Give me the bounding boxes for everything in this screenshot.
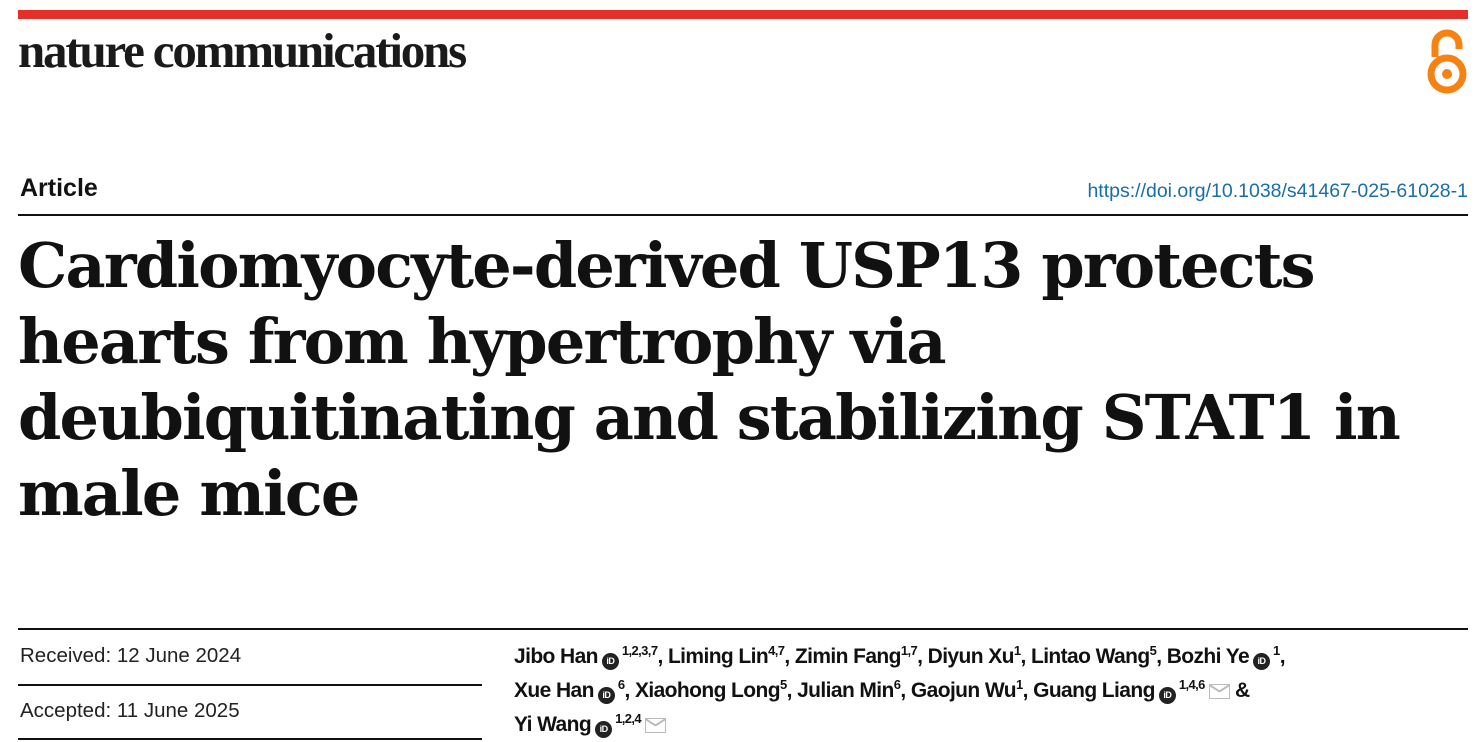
author-name[interactable]: Yi Wang bbox=[514, 713, 592, 736]
email-icon[interactable] bbox=[645, 718, 666, 733]
affiliation-numbers: 1 bbox=[1013, 643, 1021, 658]
divider bbox=[18, 738, 482, 740]
author-separator: , bbox=[1022, 679, 1034, 702]
affiliation-numbers: 5 bbox=[779, 677, 787, 692]
doi-link[interactable]: https://doi.org/10.1038/s41467-025-61028… bbox=[1087, 180, 1468, 202]
author: Julian Min6 bbox=[797, 677, 901, 702]
author-separator: , bbox=[657, 645, 668, 668]
author-name[interactable]: Gaojun Wu bbox=[910, 679, 1017, 702]
author-list: Jibo Han iD1,2,3,7, Liming Lin4,7, Zimin … bbox=[514, 640, 1464, 742]
author: Jibo Han iD1,2,3,7 bbox=[514, 643, 658, 670]
affiliation-numbers: 6 bbox=[893, 677, 901, 692]
author-separator: , bbox=[1279, 645, 1286, 668]
affiliation-numbers: 6 bbox=[617, 677, 625, 692]
author-name[interactable]: Jibo Han bbox=[514, 645, 598, 668]
author-name[interactable]: Zimin Fang bbox=[794, 645, 902, 668]
affiliation-numbers: 1,4,6 bbox=[1178, 677, 1206, 692]
author-separator: , bbox=[786, 679, 798, 702]
author-name[interactable]: Guang Liang bbox=[1033, 679, 1155, 702]
orcid-icon[interactable]: iD bbox=[597, 687, 615, 704]
author: Yi Wang iD1,2,4 bbox=[514, 711, 666, 738]
author-separator: & bbox=[1229, 679, 1250, 702]
divider bbox=[18, 214, 1468, 216]
affiliation-numbers: 1,2,4 bbox=[615, 711, 642, 726]
received-date: Received: 12 June 2024 bbox=[20, 644, 242, 667]
author: Lintao Wang5 bbox=[1030, 643, 1157, 668]
author-name[interactable]: Bozhi Ye bbox=[1166, 645, 1250, 668]
author: Xiaohong Long5 bbox=[634, 677, 787, 702]
journal-brand-bar bbox=[18, 10, 1468, 19]
affiliation-numbers: 1 bbox=[1273, 643, 1280, 658]
author-name[interactable]: Xiaohong Long bbox=[634, 679, 781, 702]
journal-logo[interactable]: nature communications bbox=[18, 23, 467, 78]
author: Liming Lin4,7 bbox=[667, 643, 785, 668]
orcid-icon[interactable]: iD bbox=[601, 653, 619, 670]
accepted-date: Accepted: 11 June 2025 bbox=[20, 699, 240, 722]
title-line: deubiquitinating and stabilizing STAT1 i… bbox=[18, 381, 1401, 454]
author-separator: , bbox=[1156, 645, 1167, 668]
affiliation-numbers: 4,7 bbox=[768, 643, 785, 658]
article-type: Article bbox=[20, 174, 98, 202]
email-icon[interactable] bbox=[1208, 684, 1230, 699]
author-separator: , bbox=[784, 645, 795, 668]
affiliation-numbers: 1,2,3,7 bbox=[621, 643, 658, 658]
author: Bozhi Ye iD1 bbox=[1166, 643, 1280, 670]
author-separator: , bbox=[917, 645, 928, 668]
title-line: male mice bbox=[18, 457, 360, 530]
divider bbox=[18, 628, 1468, 630]
author: Gaojun Wu1 bbox=[910, 677, 1023, 702]
orcid-icon[interactable]: iD bbox=[1253, 653, 1271, 670]
open-access-icon bbox=[1427, 29, 1467, 94]
orcid-icon[interactable]: iD bbox=[595, 721, 613, 738]
author-name[interactable]: Liming Lin bbox=[667, 645, 769, 668]
author: Zimin Fang1,7 bbox=[794, 643, 918, 668]
author-name[interactable]: Xue Han bbox=[514, 679, 594, 702]
author-name[interactable]: Diyun Xu bbox=[927, 645, 1015, 668]
author-separator: , bbox=[1020, 645, 1031, 668]
affiliation-numbers: 1,7 bbox=[900, 643, 918, 658]
affiliation-numbers: 5 bbox=[1149, 643, 1157, 658]
author-name[interactable]: Lintao Wang bbox=[1030, 645, 1150, 668]
author-separator: , bbox=[624, 679, 635, 702]
orcid-icon[interactable]: iD bbox=[1158, 687, 1176, 704]
title-line: Cardiomyocyte-derived USP13 protects bbox=[18, 229, 1316, 302]
author-name[interactable]: Julian Min bbox=[797, 679, 894, 702]
article-title: Cardiomyocyte-derived USP13 protects hea… bbox=[18, 228, 1401, 532]
divider bbox=[18, 684, 482, 686]
author: Diyun Xu1 bbox=[927, 643, 1021, 668]
author: Xue Han iD6 bbox=[514, 677, 625, 704]
affiliation-numbers: 1 bbox=[1015, 677, 1023, 692]
author: Guang Liang iD1,4,6 bbox=[1033, 677, 1230, 704]
author-separator: , bbox=[900, 679, 911, 702]
title-line: hearts from hypertrophy via bbox=[18, 305, 947, 378]
